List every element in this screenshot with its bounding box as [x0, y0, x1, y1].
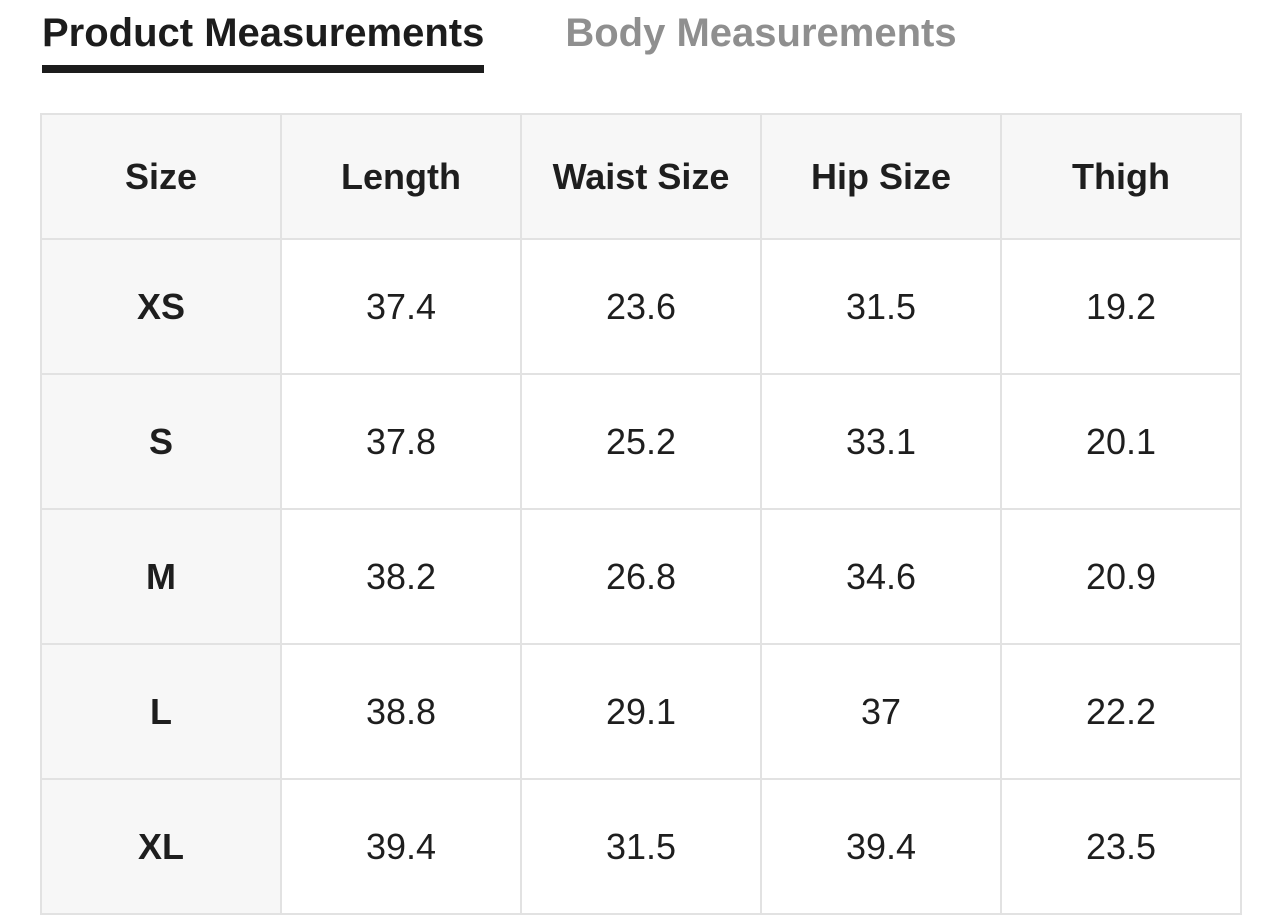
measurement-cell: 39.4 [280, 778, 522, 915]
column-header-size: Size [40, 113, 282, 240]
measurement-cell: 20.9 [1000, 508, 1242, 645]
measurement-cell: 38.8 [280, 643, 522, 780]
row-header-size: M [40, 508, 282, 645]
measurement-cell: 22.2 [1000, 643, 1242, 780]
column-header-waist-size: Waist Size [520, 113, 762, 240]
measurement-cell: 26.8 [520, 508, 762, 645]
column-header-thigh: Thigh [1000, 113, 1242, 240]
measurement-cell: 37 [760, 643, 1002, 780]
measurement-cell: 37.8 [280, 373, 522, 510]
table-row-l: L 38.8 29.1 37 22.2 [40, 643, 1242, 780]
measurement-cell: 37.4 [280, 238, 522, 375]
table-row-m: M 38.2 26.8 34.6 20.9 [40, 508, 1242, 645]
measurement-tabs: Product Measurements Body Measurements [0, 0, 1284, 73]
measurement-cell: 23.6 [520, 238, 762, 375]
row-header-size: XL [40, 778, 282, 915]
measurement-cell: 38.2 [280, 508, 522, 645]
measurement-cell: 23.5 [1000, 778, 1242, 915]
measurement-cell: 34.6 [760, 508, 1002, 645]
tab-body-measurements[interactable]: Body Measurements [565, 11, 957, 55]
tab-product-measurements[interactable]: Product Measurements [42, 10, 485, 73]
table-row-xs: XS 37.4 23.6 31.5 19.2 [40, 238, 1242, 375]
measurement-cell: 39.4 [760, 778, 1002, 915]
column-header-length: Length [280, 113, 522, 240]
measurement-cell: 25.2 [520, 373, 762, 510]
header-row: Size Length Waist Size Hip Size Thigh [40, 113, 1242, 240]
table-row-s: S 37.8 25.2 33.1 20.1 [40, 373, 1242, 510]
measurement-cell: 29.1 [520, 643, 762, 780]
measurement-cell: 20.1 [1000, 373, 1242, 510]
measurement-cell: 19.2 [1000, 238, 1242, 375]
size-chart-body: XS 37.4 23.6 31.5 19.2 S 37.8 25.2 33.1 … [40, 238, 1242, 915]
row-header-size: S [40, 373, 282, 510]
row-header-size: XS [40, 238, 282, 375]
column-header-hip-size: Hip Size [760, 113, 1002, 240]
row-header-size: L [40, 643, 282, 780]
table-row-xl: XL 39.4 31.5 39.4 23.5 [40, 778, 1242, 915]
size-chart-table: Size Length Waist Size Hip Size Thigh XS… [40, 113, 1242, 915]
measurement-cell: 33.1 [760, 373, 1002, 510]
size-chart-header: Size Length Waist Size Hip Size Thigh [40, 113, 1242, 240]
measurement-cell: 31.5 [520, 778, 762, 915]
measurement-cell: 31.5 [760, 238, 1002, 375]
